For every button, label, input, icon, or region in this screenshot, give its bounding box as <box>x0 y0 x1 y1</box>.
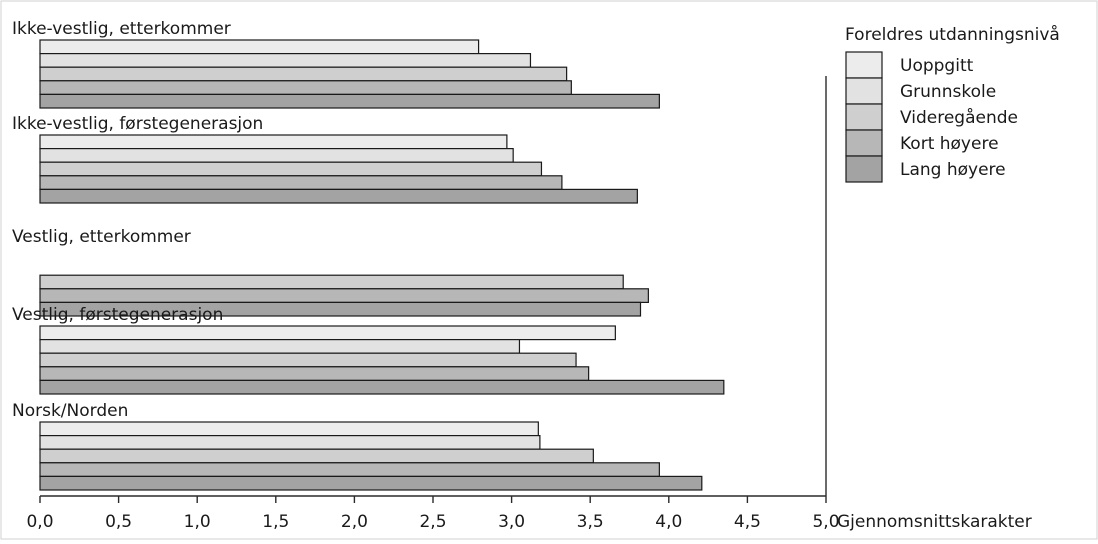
bar <box>39 161 543 177</box>
x-tick-label: 4,5 <box>734 512 761 532</box>
group-label: Norsk/Norden <box>12 401 128 421</box>
x-tick-label: 2,0 <box>341 512 368 532</box>
bar <box>39 475 703 491</box>
legend-label: Grunnskole <box>900 82 996 102</box>
legend-swatch <box>845 51 883 79</box>
x-tick-label: 0,0 <box>26 512 53 532</box>
bar <box>39 448 594 464</box>
x-tick-label: 1,0 <box>184 512 211 532</box>
bar <box>39 52 532 68</box>
legend-label: Uoppgitt <box>900 56 974 76</box>
legend-swatch <box>845 77 883 105</box>
bar <box>39 379 725 395</box>
group-label: Vestlig, førstegenerasjon <box>12 305 223 325</box>
group-label: Vestlig, etterkommer <box>12 227 191 247</box>
bar <box>39 274 624 290</box>
bar <box>39 339 521 354</box>
legend-label: Kort høyere <box>900 134 999 154</box>
x-tick-label: 1,5 <box>262 512 289 532</box>
bar <box>39 93 660 109</box>
legend-swatch <box>845 155 883 183</box>
bar <box>39 301 642 317</box>
legend-swatch <box>845 103 883 131</box>
bar <box>39 288 649 303</box>
bar <box>39 188 638 204</box>
x-tick-label: 0,5 <box>105 512 132 532</box>
group-label: Ikke-vestlig, førstegenerasjon <box>12 114 263 134</box>
x-tick-label: 2,5 <box>419 512 446 532</box>
bar <box>39 66 568 82</box>
x-tick-label: 3,0 <box>498 512 525 532</box>
bar <box>39 148 514 163</box>
x-tick-label: 5,0 <box>812 512 839 532</box>
x-tick-label: 3,5 <box>577 512 604 532</box>
bar <box>39 462 660 477</box>
group-label: Ikke-vestlig, etterkommer <box>12 19 231 39</box>
bar <box>39 134 508 150</box>
legend-label: Videregående <box>900 107 1018 128</box>
bar <box>39 325 616 341</box>
x-tick-label: 4,0 <box>655 512 682 532</box>
bar <box>39 39 480 55</box>
bar <box>39 352 577 368</box>
bar <box>39 80 572 96</box>
legend-swatch <box>845 129 883 157</box>
x-axis-label: Gjennomsnittskarakter <box>837 512 1032 532</box>
bar <box>39 175 563 191</box>
legend-label: Lang høyere <box>900 160 1006 180</box>
bar <box>39 435 541 450</box>
bar <box>39 421 539 437</box>
bar <box>39 366 590 381</box>
legend-title: Foreldres utdanningsnivå <box>845 24 1060 45</box>
